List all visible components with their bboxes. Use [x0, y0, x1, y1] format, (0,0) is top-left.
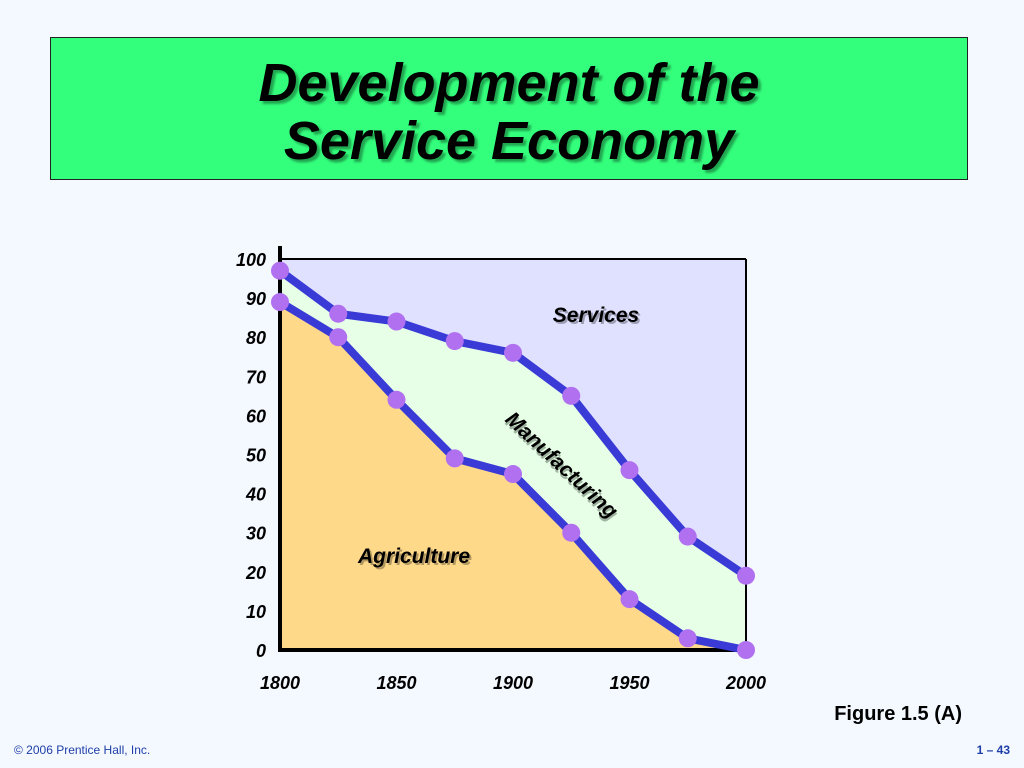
services-label-text: Services [553, 304, 639, 327]
y-tick-label: 40 [245, 485, 266, 505]
manufacturing-area [280, 270, 746, 650]
y-tick-label: 70 [246, 367, 266, 387]
x-tick-label: 1800 [260, 673, 300, 693]
y-tick-label: 0 [256, 641, 266, 661]
title-line-2: Service Economy [283, 111, 735, 171]
agriculture-boundary-point [678, 629, 697, 648]
y-tick-label: 80 [246, 328, 266, 348]
x-tick-label: 1850 [376, 673, 416, 693]
agriculture-label-text: Agriculture [357, 545, 470, 568]
agriculture-boundary-point [387, 390, 406, 409]
y-tick-label: 50 [246, 446, 266, 466]
agriculture-boundary-point [504, 465, 522, 484]
upper-boundary-point [504, 343, 522, 362]
title-banner: Development of the Service Economy [50, 37, 968, 180]
y-tick-label: 60 [246, 406, 266, 426]
agriculture-boundary-point [620, 590, 639, 609]
y-tick-label: 30 [246, 524, 266, 544]
upper-boundary-point [737, 566, 755, 585]
y-tick-label: 20 [245, 563, 266, 583]
figure-caption: Figure 1.5 (A) [834, 703, 962, 725]
agriculture-label-shadow: Agriculture [359, 547, 472, 570]
upper-boundary-point [387, 312, 406, 331]
copyright-footer: © 2006 Prentice Hall, Inc. [14, 743, 151, 757]
services-label-shadow: Services [555, 306, 641, 329]
upper-boundary-point [329, 304, 348, 323]
slide-number: 1 – 43 [976, 743, 1010, 757]
y-tick-label: 10 [246, 602, 266, 622]
x-tick-label: 2000 [725, 673, 766, 693]
upper-boundary-point [620, 461, 639, 480]
agriculture-boundary-point [562, 523, 581, 542]
agriculture-boundary-point [737, 641, 755, 659]
title-line-1: Development of the [258, 53, 760, 113]
upper-boundary-point [271, 261, 289, 280]
upper-boundary-point [562, 386, 581, 405]
x-tick-label: 1900 [493, 673, 533, 693]
x-tick-label: 1950 [609, 673, 649, 693]
y-tick-label: 90 [246, 289, 266, 309]
agriculture-boundary-point [271, 293, 289, 312]
upper-boundary-point [678, 527, 697, 546]
agriculture-boundary-point [329, 328, 348, 347]
y-tick-label: 100 [236, 250, 266, 270]
upper-boundary-point [445, 332, 464, 351]
agriculture-boundary-point [445, 449, 464, 468]
